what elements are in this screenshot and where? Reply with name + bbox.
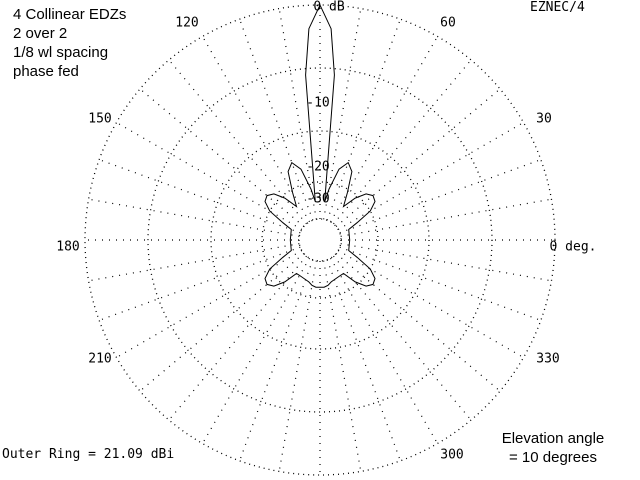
grid-spoke-30	[337, 121, 524, 231]
grid-spoke-210	[116, 249, 303, 359]
angle-label-150: 150	[88, 111, 112, 127]
grid-spoke-130	[168, 59, 307, 225]
grid-spoke-160	[98, 159, 301, 234]
grid-ring-0	[84, 4, 556, 476]
grid-spoke-350	[340, 243, 552, 282]
grid-spoke-230	[168, 255, 307, 421]
title-line-4: phase fed	[13, 63, 79, 80]
grid-spoke-80	[323, 8, 362, 220]
grid-spoke-60	[329, 36, 439, 223]
elevation-line-2: = 10 degrees	[509, 449, 597, 466]
grid-spoke-260	[278, 260, 317, 472]
grid-rings	[84, 4, 556, 476]
grid-spoke-10	[340, 198, 552, 237]
grid-spoke-40	[335, 88, 501, 227]
title-line-2: 2 over 2	[13, 25, 68, 42]
outer-ring-label: Outer Ring = 21.09 dBi	[2, 447, 175, 462]
angle-label-330: 330	[536, 351, 560, 367]
software-label: EZNEC/4	[530, 0, 585, 15]
grid-spoke-100	[278, 8, 317, 220]
grid-spoke-120	[201, 36, 311, 223]
angle-label-0: 0 deg.	[549, 239, 597, 255]
grid-spoke-200	[98, 246, 301, 321]
grid-spoke-150	[116, 121, 303, 231]
ring-label-minus-20: -20	[306, 159, 330, 175]
grid-spoke-250	[239, 259, 314, 462]
grid-ring-4	[298, 218, 342, 262]
angle-label-180: 180	[56, 239, 80, 255]
grid-spoke-290	[326, 259, 401, 462]
grid-spoke-240	[201, 257, 311, 444]
angle-label-120: 120	[175, 15, 199, 31]
grid-spoke-140	[139, 88, 305, 227]
angle-label-60: 60	[440, 15, 456, 31]
grid-spoke-330	[337, 249, 524, 359]
grid-spoke-220	[139, 253, 305, 392]
ring-label-0db: 0 dB	[313, 0, 345, 15]
title-line-1: 4 Collinear EDZs	[13, 6, 127, 23]
grid-spoke-70	[326, 18, 401, 221]
grid-spoke-190	[88, 243, 300, 282]
grid-spoke-320	[335, 253, 501, 392]
grid-spoke-310	[333, 255, 472, 421]
grid-spoke-300	[329, 257, 439, 444]
radiation-pattern-trace	[264, 3, 376, 288]
angle-label-300: 300	[440, 447, 464, 463]
grid-spoke-280	[323, 260, 362, 472]
grid-ring-1	[147, 67, 493, 413]
title-line-3: 1/8 wl spacing	[13, 44, 109, 61]
grid-spoke-170	[88, 198, 300, 237]
grid-ring-3	[261, 181, 379, 299]
angle-label-210: 210	[88, 351, 112, 367]
ring-label-minus-10: -10	[306, 95, 330, 111]
grid-spoke-20	[339, 159, 542, 234]
grid-ring-2	[210, 130, 430, 350]
grid-spoke-340	[339, 246, 542, 321]
ring-label-minus-30: -30	[306, 191, 330, 207]
elevation-line-1: Elevation angle	[501, 430, 605, 447]
grid-spokes	[85, 5, 555, 475]
grid-spoke-50	[333, 59, 472, 225]
angle-label-30: 30	[536, 111, 552, 127]
grid-spoke-110	[239, 18, 314, 221]
